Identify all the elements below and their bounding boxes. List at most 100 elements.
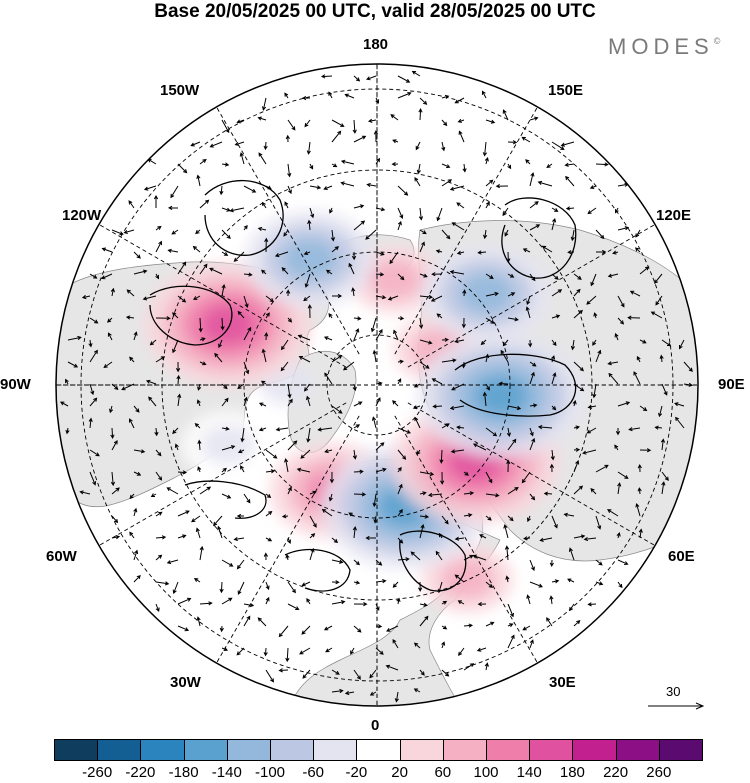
wind-arrow [111,229,124,236]
wind-arrow [176,374,181,385]
wind-arrow [278,625,289,638]
meridian-line [394,106,538,355]
wind-arrow [375,381,383,386]
wind-arrow [484,156,489,165]
wind-arrow [439,449,444,464]
wind-arrow [193,578,201,583]
wind-arrow [264,237,269,253]
reference-vector-arrow [648,702,705,710]
wind-arrow [441,515,449,525]
colorbar-cell [140,739,185,761]
wind-arrow [564,162,575,167]
wind-arrow [196,616,201,627]
wind-arrow [177,393,182,407]
anomaly-contour [201,304,256,345]
wind-arrow [296,467,311,473]
wind-arrow [567,578,575,583]
wind-arrow [397,508,403,517]
wind-arrow [172,312,179,319]
wind-arrow [415,141,421,151]
wind-arrow [155,535,167,540]
wind-arrow [350,647,355,655]
wind-arrow [329,471,335,484]
wind-arrow [614,332,619,341]
wind-arrow [392,581,399,588]
meridian-line [394,415,538,664]
wind-arrow [586,295,597,305]
wind-arrow [551,141,565,150]
wind-arrow [436,313,443,319]
wind-arrow [325,269,333,275]
wind-arrow [67,361,79,368]
wind-arrow [573,619,581,627]
wind-arrow [170,185,179,199]
wind-arrow [89,349,98,363]
wind-arrow [258,402,267,407]
wind-arrow [353,204,365,209]
wind-arrow [418,581,423,592]
wind-arrow [507,487,519,495]
wind-arrow [149,339,157,346]
wind-arrow [397,483,403,495]
wind-arrow [177,261,187,275]
wind-arrow [331,163,338,168]
wind-arrow [303,295,311,302]
wind-arrow [287,486,292,495]
wind-arrow [507,515,514,522]
wind-arrow [324,449,333,454]
wind-arrow [392,139,399,144]
wind-arrow [221,383,228,390]
wind-arrow [595,229,605,240]
wind-arrow [344,93,355,99]
wind-arrow [479,534,487,539]
wind-arrow [607,509,619,517]
wind-arrow [596,249,607,255]
wind-arrow [477,250,487,255]
wind-arrow [397,92,412,99]
wind-arrow [344,690,355,696]
wind-arrow [505,575,510,583]
wind-arrow [287,398,293,407]
colorbar-cell [356,739,401,761]
wind-arrow [485,179,494,187]
wind-arrow [565,206,575,211]
lon-label-150w: 150W [160,82,200,99]
wind-arrow [125,315,135,320]
wind-arrow [397,207,404,219]
wind-arrow [595,559,603,566]
wind-arrow [441,358,457,363]
wind-arrow [287,163,292,178]
contour-line [399,530,467,592]
wind-arrow [285,647,290,663]
wind-arrow [133,331,138,341]
wind-arrow [133,269,148,275]
wind-arrow [257,116,267,121]
wind-arrow [328,493,333,502]
wind-arrow [287,440,298,451]
wind-arrow [416,163,421,175]
wind-arrow [366,182,377,187]
wind-arrow [529,493,536,501]
wind-arrow [539,537,553,542]
wind-arrow [107,317,113,323]
wind-arrow [590,488,597,495]
wind-arrow [199,337,206,342]
wind-arrow [521,471,531,484]
wind-arrow [463,623,474,628]
wind-arrow [661,471,669,482]
wind-arrow [275,427,289,432]
wind-arrow [155,603,160,612]
wind-arrow [265,669,274,683]
wind-arrow [441,179,453,187]
wind-arrow [397,220,402,231]
wind-arrow [258,152,267,165]
wind-arrow [529,639,534,649]
wind-arrow [199,361,207,366]
colorbar-cell [313,739,358,761]
colorbar-cell [270,739,315,761]
wind-arrow [617,226,630,231]
wind-arrow [301,625,311,635]
wind-arrow [155,511,163,517]
wind-arrow [133,574,141,583]
wind-arrow [280,361,289,372]
